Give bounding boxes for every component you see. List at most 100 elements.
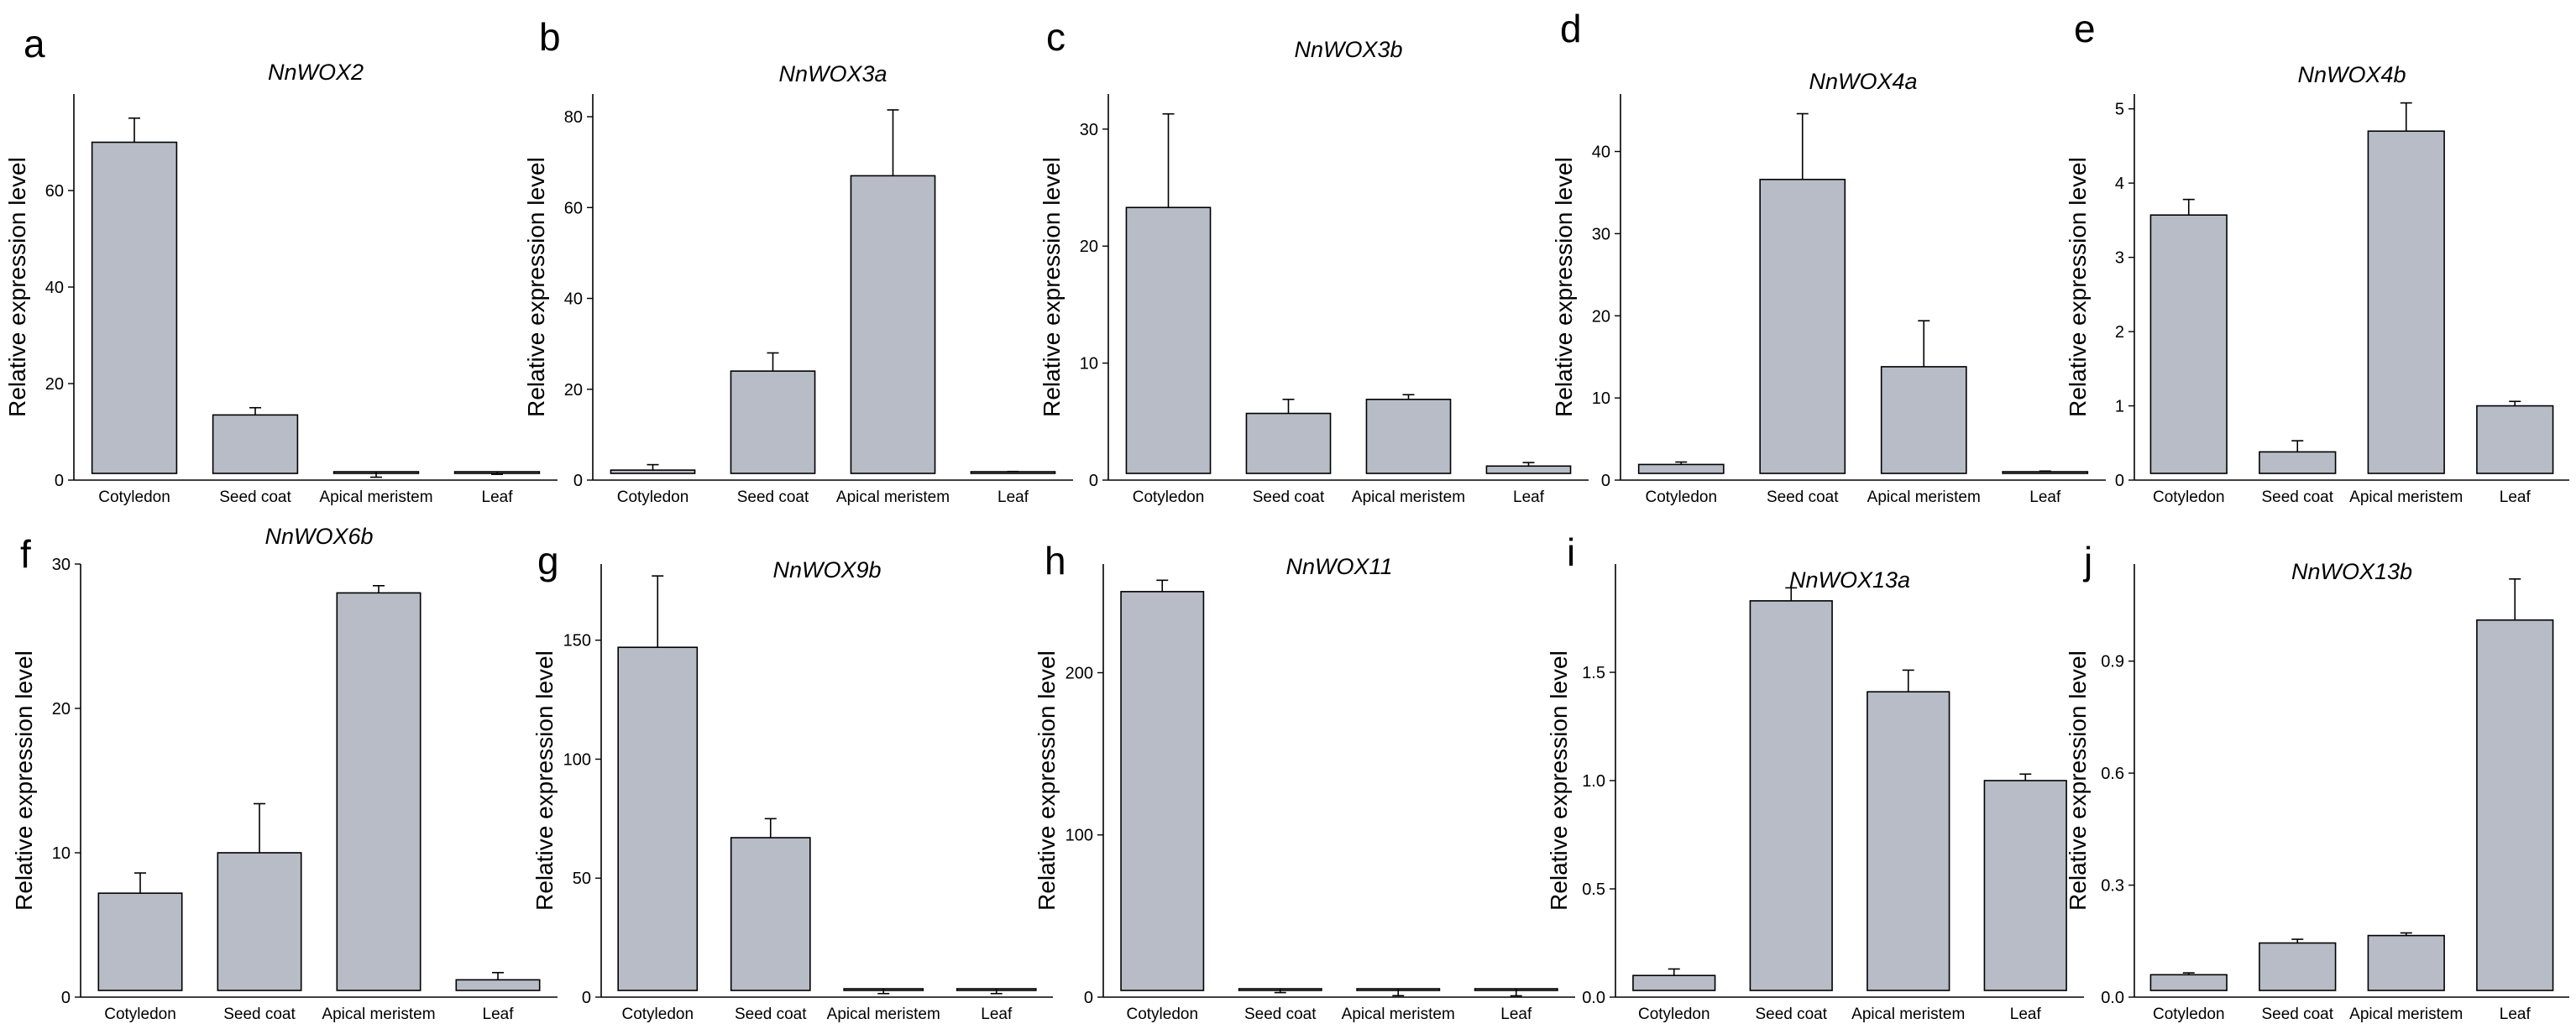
y-tick-label: 40 [1592,144,1610,162]
x-tick-label: Leaf [1500,1006,1532,1023]
bar [2367,934,2445,991]
y-tick-label: 20 [1592,307,1610,326]
x-tick-label: Apical meristem [2349,1006,2463,1023]
x-tick-label: Cotyledon [1126,1006,1198,1023]
x-tick-label: Leaf [981,1006,1013,1023]
bar [1749,600,1833,991]
x-tick-label: Seed coat [223,1006,296,1023]
x-tick-label: Apical meristem [836,488,950,506]
bar [2476,619,2554,991]
bar [336,592,421,991]
panel-e: e NnWOX4b Relative expression level 0 1 2 3 4 5 C… [2065,7,2569,506]
y-tick-label: 5 [2115,101,2124,119]
panel-letter: f [20,532,31,576]
y-tick-label: 30 [1080,121,1098,139]
x-tick-label: Seed coat [2261,488,2333,506]
x-tick-label: Leaf [1513,488,1545,506]
panel-b: b NnWOX3a Relative expression level 0 20 40 60… [523,15,1073,506]
y-tick-label: 100 [1065,827,1093,845]
bar [212,414,299,474]
x-tick-label: Seed coat [2261,1006,2333,1023]
x-tick-label: Leaf [997,488,1029,506]
y-tick-label: 0 [1084,989,1093,1007]
x-tick-label: Seed coat [735,1006,807,1023]
x-tick-label: Leaf [2500,488,2531,506]
y-tick-label: 0 [573,472,583,490]
bar [2259,451,2337,474]
y-axis-label: Relative expression level [4,157,30,417]
x-tick-label: Apical meristem [1867,488,1981,506]
bar [1365,399,1452,474]
y-tick-label: 0.3 [2101,877,2124,896]
panel-letter: c [1046,15,1065,59]
y-tick-label: 10 [1080,355,1098,374]
y-axis-label: Relative expression level [1034,650,1060,911]
y-tick-label: 60 [564,199,583,217]
y-tick-label: 0 [582,989,591,1007]
panel-h: h NnWOX11 Relative expression level 0 100 200… [1034,539,1575,1023]
panel-g: g NnWOX9b Relative expression level 0 50 100 1… [531,539,1053,1023]
y-tick-label: 0.6 [2101,765,2124,783]
panel-title: NnWOX4a [1809,69,1917,94]
y-tick-label: 2 [2115,323,2124,342]
bar [730,370,816,474]
panel-f: f NnWOX6b Relative expression level 0 10 20 30… [11,524,558,1023]
bar [91,141,178,474]
x-tick-label: Seed coat [219,488,291,506]
x-tick-label: Leaf [2029,488,2061,506]
bar [2149,974,2228,991]
panel-title: NnWOX3b [1294,37,1402,62]
y-tick-label: 0 [61,989,71,1007]
y-axis-label: Relative expression level [531,650,558,911]
y-tick-label: 200 [1065,664,1093,682]
bar [1245,412,1332,474]
x-tick-label: Seed coat [1253,488,1325,506]
x-tick-label: Apical meristem [827,1006,940,1023]
y-tick-label: 10 [52,844,71,863]
y-tick-label: 0.5 [1582,880,1605,899]
y-tick-label: 0.0 [2101,989,2124,1007]
panel-letter: h [1045,539,1066,583]
x-tick-label: Apical meristem [2349,488,2463,506]
y-tick-label: 40 [45,279,64,297]
panel-title: NnWOX3a [778,61,887,86]
y-tick-label: 0.0 [1582,989,1605,1007]
y-tick-label: 20 [45,375,64,394]
panel-letter: b [539,15,561,59]
bar [2259,942,2337,991]
bar [1485,465,1572,474]
panel-title: NnWOX9b [772,557,881,583]
bar [1759,178,1846,474]
bar [2149,214,2228,474]
y-tick-label: 20 [1080,238,1098,256]
bar [1632,974,1716,991]
x-tick-label: Cotyledon [1645,488,1717,506]
panel-j: j NnWOX13b Relative expression level 0.0 0.3… [2065,539,2569,1023]
y-tick-label: 4 [2115,175,2124,193]
x-tick-label: Seed coat [1244,1006,1317,1023]
panel-title: NnWOX6b [264,524,373,549]
bar [1867,691,1950,991]
bar [455,979,541,991]
y-tick-label: 150 [563,632,591,650]
y-tick-label: 20 [52,700,71,718]
panel-letter: e [2074,7,2096,50]
panel-title: NnWOX2 [268,60,364,85]
x-tick-label: Apical meristem [322,1006,435,1023]
panel-letter: i [1567,530,1575,574]
panel-c: c NnWOX3b Relative expression level 0 10 20 30… [1039,15,1589,506]
x-tick-label: Leaf [482,488,514,506]
y-tick-label: 1 [2115,398,2124,416]
y-tick-label: 10 [1592,389,1610,408]
x-tick-label: Apical meristem [1342,1006,1455,1023]
y-tick-label: 80 [564,108,583,127]
bar [617,646,699,991]
y-tick-label: 40 [564,290,583,309]
bar [97,892,183,991]
y-axis-label: Relative expression level [2065,650,2091,911]
y-tick-label: 0 [1601,472,1610,490]
x-tick-label: Cotyledon [2153,488,2225,506]
x-tick-label: Cotyledon [1133,488,1205,506]
bar [1120,591,1205,991]
y-axis-label: Relative expression level [523,157,549,417]
